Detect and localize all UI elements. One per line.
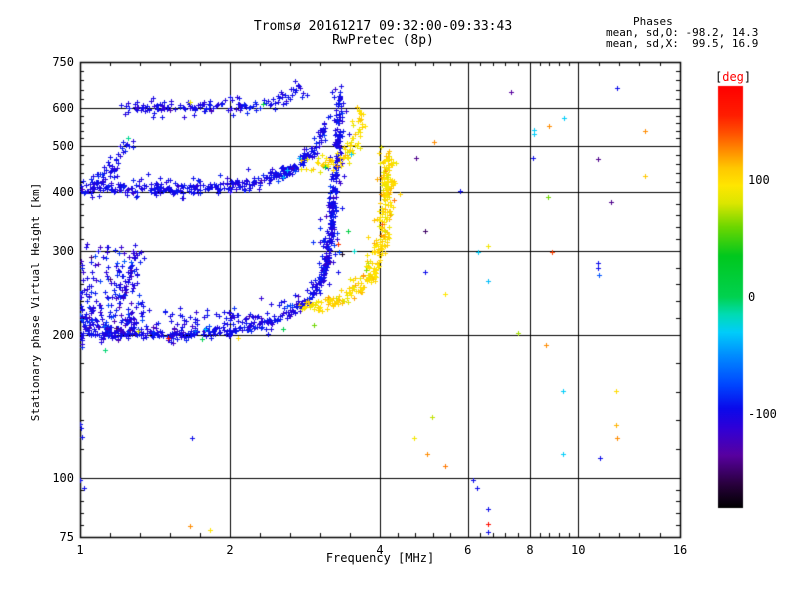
chart-title: Tromsø 20161217 09:32:00-09:33:43 — [253, 19, 513, 34]
y-tick-label: 600 — [52, 101, 74, 116]
x-axis-label: Frequency [MHz] — [325, 551, 435, 565]
chart-subtitle: RwPretec (8p) — [332, 33, 434, 48]
phase-stats-header: Phases — [633, 15, 673, 28]
colorbar-tick-label: 100 — [748, 172, 770, 187]
y-tick-label: 300 — [52, 244, 74, 259]
y-tick-label: 200 — [52, 327, 74, 342]
x-tick-label: 2 — [226, 543, 234, 557]
colorbar-label-close-bracket: ] — [743, 70, 752, 84]
phase-stats-x-mode: mean, sd,X: 99.5, 16.9 — [606, 37, 759, 50]
x-tick-label: 6 — [464, 543, 472, 557]
y-tick-label: 75 — [59, 530, 74, 544]
phase-stats-o-mode: mean, sd,O: -98.2, 14.3 — [606, 26, 759, 39]
colorbar-tick-label: -100 — [748, 407, 777, 422]
x-tick-label: 4 — [376, 543, 384, 557]
y-tick-label: 750 — [52, 55, 74, 69]
x-tick-label: 8 — [526, 543, 534, 557]
colorbar-label-unit: deg — [722, 70, 744, 84]
colorbar-label-open-bracket: [ — [715, 70, 723, 84]
x-tick-label: 16 — [672, 543, 688, 557]
y-tick-label: 400 — [52, 184, 74, 199]
y-tick-label: 100 — [52, 470, 74, 485]
x-tick-label: 10 — [571, 543, 586, 557]
y-tick-label: 500 — [52, 138, 74, 153]
colorbar-tick-label: 0 — [748, 290, 756, 304]
x-tick-label: 1 — [76, 543, 84, 557]
colorbar-label: [deg] — [715, 70, 751, 84]
